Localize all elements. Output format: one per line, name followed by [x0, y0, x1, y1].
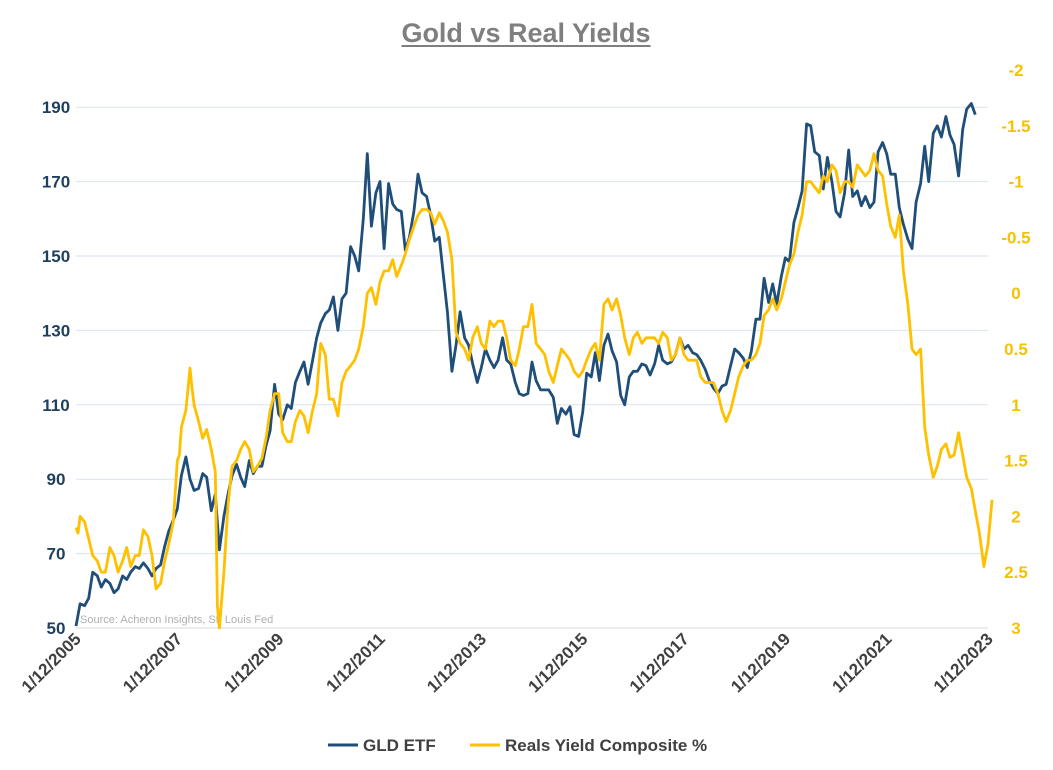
right-tick-label: -0.5	[1001, 228, 1030, 247]
series-layer	[74, 102, 994, 630]
right-tick-label: 0.5	[1004, 340, 1028, 359]
left-axis-ticks: 50 70 90 110 130 150 170 190	[42, 98, 70, 638]
series-line-gld-etf	[74, 102, 977, 627]
series-line-real-yield	[74, 152, 994, 630]
left-tick-label: 70	[47, 545, 66, 564]
right-tick-label: -1	[1008, 173, 1023, 192]
legend: GLD ETF Reals Yield Composite %	[328, 736, 707, 755]
x-axis-ticks: 1/12/2005 1/12/2007 1/12/2009 1/12/2011 1/12…	[18, 629, 997, 696]
chart-title: Gold vs Real Yields	[401, 18, 650, 48]
x-tick-label: 1/12/2015	[525, 629, 592, 696]
right-tick-label: 1.5	[1004, 452, 1028, 471]
left-tick-label: 130	[42, 321, 70, 340]
gridlines	[76, 106, 988, 555]
right-tick-label: 2	[1011, 507, 1020, 526]
x-tick-label: 1/12/2007	[119, 629, 186, 696]
legend-label-real-yield: Reals Yield Composite %	[505, 736, 707, 755]
left-tick-label: 90	[47, 470, 66, 489]
x-tick-label: 1/12/2017	[626, 629, 693, 696]
left-tick-label: 110	[42, 396, 69, 415]
x-tick-label: 1/12/2019	[727, 629, 794, 696]
right-tick-label: -1.5	[1001, 117, 1030, 136]
right-axis-ticks: 3 2.5 2 1.5 1 0.5 0 -0.5 -1 -1.5 -2	[1001, 61, 1030, 638]
right-tick-label: -2	[1008, 61, 1023, 80]
x-tick-label: 1/12/2023	[930, 629, 997, 696]
right-tick-label: 0	[1011, 284, 1020, 303]
x-tick-label: 1/12/2009	[221, 629, 288, 696]
left-tick-label: 170	[42, 173, 70, 192]
source-note: Source: Acheron Insights, St. Louis Fed	[80, 614, 273, 626]
left-tick-label: 150	[42, 247, 70, 266]
right-tick-label: 1	[1011, 396, 1020, 415]
right-tick-label: 3	[1011, 619, 1020, 638]
x-tick-label: 1/12/2021	[829, 629, 896, 696]
left-tick-label: 190	[42, 98, 70, 117]
left-tick-label: 50	[47, 619, 66, 638]
x-tick-label: 1/12/2005	[18, 629, 85, 696]
legend-label-gld: GLD ETF	[363, 736, 436, 755]
x-tick-label: 1/12/2013	[423, 629, 490, 696]
right-tick-label: 2.5	[1004, 563, 1028, 582]
x-tick-label: 1/12/2011	[323, 629, 389, 695]
